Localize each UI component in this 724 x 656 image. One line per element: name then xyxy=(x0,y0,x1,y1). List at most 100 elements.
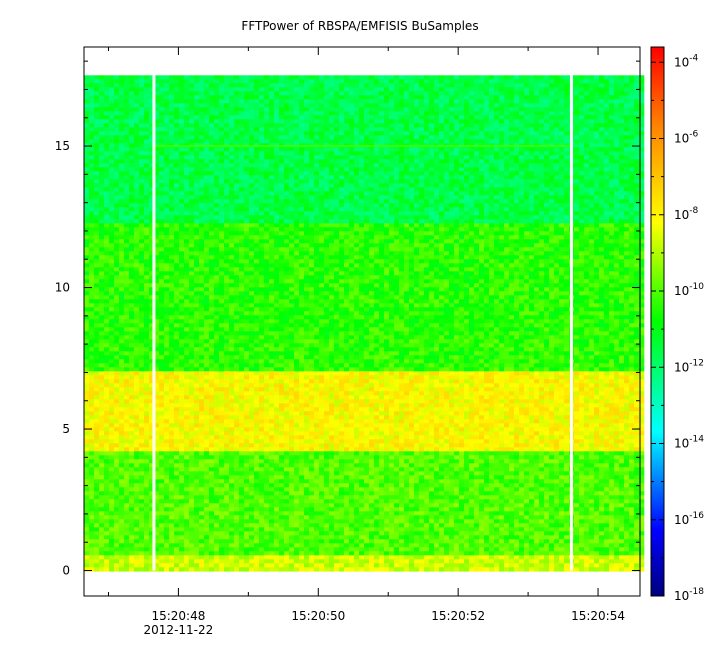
heatmap-cell xyxy=(639,87,645,92)
heatmap-cell xyxy=(374,147,380,152)
heatmap-cell xyxy=(584,111,590,116)
heatmap-cell xyxy=(179,247,185,252)
heatmap-cell xyxy=(374,99,380,104)
heatmap-cell xyxy=(214,103,220,108)
heatmap-cell xyxy=(204,251,210,256)
heatmap-cell xyxy=(584,95,590,100)
heatmap-cell xyxy=(144,119,150,124)
heatmap-cell xyxy=(154,135,160,140)
heatmap-cell xyxy=(489,163,495,168)
heatmap-cell xyxy=(424,103,430,108)
heatmap-cell xyxy=(554,239,560,244)
heatmap-cell xyxy=(429,195,435,200)
heatmap-cell xyxy=(424,75,430,80)
heatmap-cell xyxy=(494,155,500,160)
heatmap-cell xyxy=(204,139,210,144)
heatmap-cell xyxy=(589,167,595,172)
heatmap-cell xyxy=(329,171,335,176)
heatmap-cell xyxy=(294,107,300,112)
heatmap-cell xyxy=(394,91,400,96)
heatmap-cell xyxy=(144,183,150,188)
heatmap-cell xyxy=(479,111,485,116)
heatmap-cell xyxy=(494,171,500,176)
heatmap-cell xyxy=(484,103,490,108)
heatmap-cell xyxy=(199,87,205,92)
heatmap-cell xyxy=(399,111,405,116)
heatmap-cell xyxy=(479,227,485,232)
heatmap-cell xyxy=(224,115,230,120)
heatmap-cell xyxy=(199,83,205,88)
heatmap-cell xyxy=(259,115,265,120)
heatmap-cell xyxy=(559,167,565,172)
heatmap-cell xyxy=(414,215,420,220)
heatmap-cell xyxy=(304,135,310,140)
heatmap-cell xyxy=(624,167,630,172)
heatmap-cell xyxy=(304,191,310,196)
heatmap-cell xyxy=(364,123,370,128)
heatmap-cell xyxy=(254,251,260,256)
heatmap-cell xyxy=(499,179,505,184)
heatmap-cell xyxy=(89,251,95,256)
heatmap-cell xyxy=(489,119,495,124)
heatmap-cell xyxy=(114,159,120,164)
heatmap-cell xyxy=(474,239,480,244)
heatmap-cell xyxy=(259,167,265,172)
heatmap-cell xyxy=(394,223,400,228)
heatmap-cell xyxy=(229,75,235,80)
heatmap-cell xyxy=(164,119,170,124)
heatmap-cell xyxy=(389,147,395,152)
heatmap-cell xyxy=(404,147,410,152)
heatmap-cell xyxy=(429,239,435,244)
heatmap-cell xyxy=(219,191,225,196)
heatmap-cell xyxy=(459,219,465,224)
heatmap-cell xyxy=(234,123,240,128)
heatmap-cell xyxy=(144,143,150,148)
heatmap-cell xyxy=(549,135,555,140)
heatmap-cell xyxy=(174,183,180,188)
heatmap-cell xyxy=(129,107,135,112)
heatmap-cell xyxy=(419,163,425,168)
heatmap-cell xyxy=(454,223,460,228)
heatmap-cell xyxy=(104,115,110,120)
heatmap-cell xyxy=(439,183,445,188)
heatmap-cell xyxy=(169,251,175,256)
heatmap-cell xyxy=(309,211,315,216)
heatmap-cell xyxy=(334,79,340,84)
heatmap-cell xyxy=(589,187,595,192)
heatmap-cell xyxy=(619,159,625,164)
heatmap-cell xyxy=(504,167,510,172)
heatmap-cell xyxy=(184,103,190,108)
heatmap-cell xyxy=(414,163,420,168)
heatmap-cell xyxy=(249,123,255,128)
heatmap-cell xyxy=(554,79,560,84)
heatmap-cell xyxy=(564,175,570,180)
heatmap-cell xyxy=(519,75,525,80)
heatmap-cell xyxy=(104,123,110,128)
heatmap-cell xyxy=(544,147,550,152)
heatmap-cell xyxy=(229,131,235,136)
heatmap-cell xyxy=(524,135,530,140)
heatmap-cell xyxy=(394,87,400,92)
heatmap-cell xyxy=(479,107,485,112)
heatmap-cell xyxy=(189,243,195,248)
heatmap-cell xyxy=(564,111,570,116)
heatmap-cell xyxy=(259,183,265,188)
heatmap-cell xyxy=(549,183,555,188)
heatmap-cell xyxy=(419,227,425,232)
heatmap-cell xyxy=(479,175,485,180)
heatmap-cell xyxy=(99,91,105,96)
heatmap-cell xyxy=(204,99,210,104)
heatmap-cell xyxy=(419,223,425,228)
heatmap-cell xyxy=(489,187,495,192)
heatmap-cell xyxy=(504,135,510,140)
heatmap-cell xyxy=(249,87,255,92)
heatmap-cell xyxy=(399,175,405,180)
heatmap-cell xyxy=(114,211,120,216)
heatmap-cell xyxy=(304,195,310,200)
heatmap-cell xyxy=(194,215,200,220)
heatmap-cell xyxy=(314,131,320,136)
heatmap-cell xyxy=(499,223,505,228)
heatmap-cell xyxy=(594,75,600,80)
heatmap-cell xyxy=(379,175,385,180)
heatmap-cell xyxy=(424,127,430,132)
